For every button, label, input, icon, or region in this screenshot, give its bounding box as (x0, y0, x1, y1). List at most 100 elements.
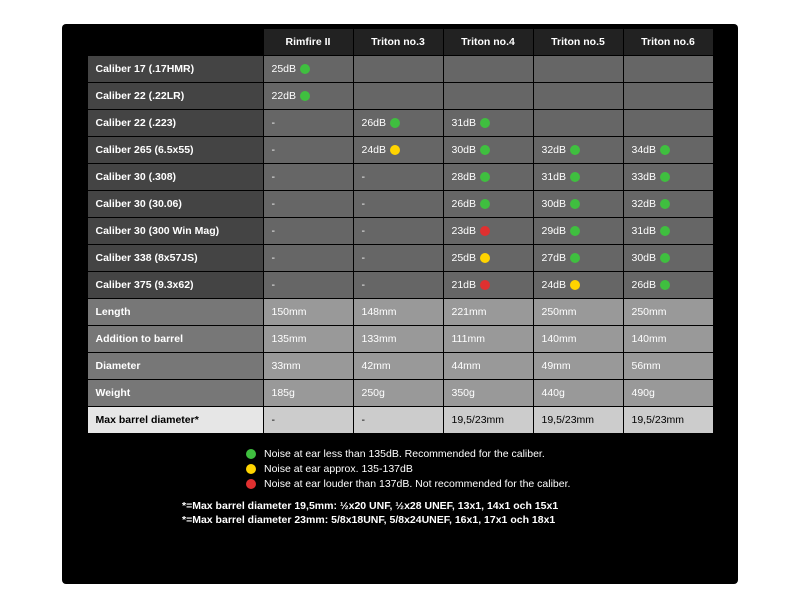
table-cell: - (264, 191, 353, 217)
status-dot-icon (480, 118, 490, 128)
table-row: Caliber 30 (300 Win Mag)--23dB29dB31dB (88, 218, 713, 244)
table-cell: - (354, 272, 443, 298)
status-dot-icon (570, 253, 580, 263)
table-cell: 33dB (624, 164, 713, 190)
table-cell: - (264, 272, 353, 298)
spec-table: Rimfire II Triton no.3 Triton no.4 Trito… (87, 28, 714, 434)
table-cell: 23dB (444, 218, 533, 244)
table-row: Caliber 17 (.17HMR)25dB (88, 56, 713, 82)
row-label: Caliber 17 (.17HMR) (88, 56, 263, 82)
table-cell: 490g (624, 380, 713, 406)
table-cell: 56mm (624, 353, 713, 379)
status-dot-icon (570, 145, 580, 155)
table-cell: 150mm (264, 299, 353, 325)
table-cell: 140mm (534, 326, 623, 352)
status-dot-icon (570, 280, 580, 290)
legend: Noise at ear less than 135dB. Recommende… (242, 448, 738, 490)
table-cell (624, 110, 713, 136)
table-cell: 27dB (534, 245, 623, 271)
table-cell: 221mm (444, 299, 533, 325)
legend-text: Noise at ear approx. 135-137dB (264, 463, 413, 475)
status-dot-icon (480, 199, 490, 209)
table-row: Weight185g250g350g440g490g (88, 380, 713, 406)
table-row: Caliber 30 (30.06)--26dB30dB32dB (88, 191, 713, 217)
table-row: Caliber 30 (.308)--28dB31dB33dB (88, 164, 713, 190)
table-cell (624, 56, 713, 82)
table-row: Diameter33mm42mm44mm49mm56mm (88, 353, 713, 379)
table-cell: 350g (444, 380, 533, 406)
table-cell: 250mm (534, 299, 623, 325)
table-cell: 250mm (624, 299, 713, 325)
table-cell: - (264, 245, 353, 271)
status-dot-icon (480, 280, 490, 290)
table-cell: 21dB (444, 272, 533, 298)
footnote-line: *=Max barrel diameter 23mm: 5/8x18UNF, 5… (182, 514, 738, 526)
table-cell: 135mm (264, 326, 353, 352)
table-row: Max barrel diameter*--19,5/23mm19,5/23mm… (88, 407, 713, 433)
table-cell: - (264, 110, 353, 136)
row-label: Weight (88, 380, 263, 406)
row-label: Caliber 375 (9.3x62) (88, 272, 263, 298)
table-cell: 44mm (444, 353, 533, 379)
table-row: Addition to barrel135mm133mm111mm140mm14… (88, 326, 713, 352)
table-cell: 29dB (534, 218, 623, 244)
table-cell: 19,5/23mm (624, 407, 713, 433)
table-cell: - (354, 191, 443, 217)
legend-row: Noise at ear louder than 137dB. Not reco… (242, 478, 738, 490)
table-cell: 19,5/23mm (444, 407, 533, 433)
row-label: Caliber 30 (.308) (88, 164, 263, 190)
table-cell: 49mm (534, 353, 623, 379)
table-cell: - (264, 164, 353, 190)
table-cell: 33mm (264, 353, 353, 379)
col-head-triton6: Triton no.6 (624, 29, 713, 55)
row-label: Length (88, 299, 263, 325)
table-cell: 30dB (534, 191, 623, 217)
col-head-triton3: Triton no.3 (354, 29, 443, 55)
table-row: Caliber 22 (.22LR)22dB (88, 83, 713, 109)
row-label: Addition to barrel (88, 326, 263, 352)
table-cell: - (354, 245, 443, 271)
status-dot-icon (300, 91, 310, 101)
spec-panel: Rimfire II Triton no.3 Triton no.4 Trito… (62, 24, 738, 584)
table-cell: 30dB (444, 137, 533, 163)
table-cell: 25dB (444, 245, 533, 271)
table-cell: - (354, 218, 443, 244)
status-dot-icon (480, 253, 490, 263)
table-cell: - (264, 218, 353, 244)
col-head-triton5: Triton no.5 (534, 29, 623, 55)
row-label: Caliber 22 (.223) (88, 110, 263, 136)
table-cell: 42mm (354, 353, 443, 379)
status-dot-icon (480, 172, 490, 182)
table-cell: 30dB (624, 245, 713, 271)
status-dot-icon (660, 145, 670, 155)
table-cell: - (354, 407, 443, 433)
table-cell: 31dB (534, 164, 623, 190)
table-cell (354, 83, 443, 109)
row-label: Diameter (88, 353, 263, 379)
status-dot-icon (660, 172, 670, 182)
row-label: Caliber 22 (.22LR) (88, 83, 263, 109)
table-cell (444, 83, 533, 109)
table-cell: 22dB (264, 83, 353, 109)
row-label: Caliber 30 (30.06) (88, 191, 263, 217)
table-cell: 440g (534, 380, 623, 406)
footnote-line: *=Max barrel diameter 19,5mm: ½x20 UNF, … (182, 500, 738, 512)
col-head-rimfire: Rimfire II (264, 29, 353, 55)
row-label: Caliber 338 (8x57JS) (88, 245, 263, 271)
table-row: Caliber 22 (.223)-26dB31dB (88, 110, 713, 136)
legend-dot-icon (246, 479, 256, 489)
table-cell: 32dB (624, 191, 713, 217)
table-cell (354, 56, 443, 82)
table-cell: 26dB (444, 191, 533, 217)
table-cell: 133mm (354, 326, 443, 352)
table-cell: 250g (354, 380, 443, 406)
table-row: Caliber 375 (9.3x62)--21dB24dB26dB (88, 272, 713, 298)
table-cell: - (264, 137, 353, 163)
status-dot-icon (660, 253, 670, 263)
table-row: Length150mm148mm221mm250mm250mm (88, 299, 713, 325)
column-header-row: Rimfire II Triton no.3 Triton no.4 Trito… (88, 29, 713, 55)
table-cell (534, 83, 623, 109)
legend-dot-icon (246, 449, 256, 459)
table-cell: 19,5/23mm (534, 407, 623, 433)
table-cell: 24dB (354, 137, 443, 163)
